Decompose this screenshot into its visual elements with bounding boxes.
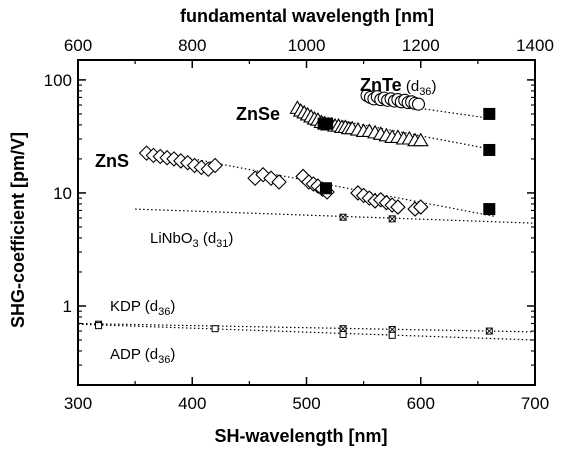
- series-label-name: ZnTe: [360, 75, 402, 95]
- znte-reference-point: [483, 107, 496, 120]
- znse-reference-point: [321, 117, 334, 130]
- y-tick-label: 100: [44, 71, 72, 90]
- adp-point: [339, 330, 347, 338]
- series-label-zns: ZnS: [95, 151, 129, 171]
- kdp-point: [485, 327, 493, 335]
- znse-reference-point: [483, 143, 496, 156]
- series-label-name: ZnS: [95, 151, 129, 171]
- series-label-kdp: KDP (d36): [110, 298, 175, 318]
- fit-line-adp: [77, 323, 536, 341]
- linbo3-point: [339, 213, 347, 221]
- znse-point: [412, 132, 429, 147]
- x-tick-label: 500: [292, 394, 320, 413]
- zns-point: [207, 157, 223, 174]
- series-label-close: ): [170, 298, 175, 315]
- x-tick-label: 300: [64, 394, 92, 413]
- axis-ticks: [77, 60, 536, 385]
- x-tick-label: 700: [521, 394, 549, 413]
- series-label-linbo3: LiNbO3 (d31): [150, 230, 233, 250]
- zns-reference-point: [483, 203, 496, 216]
- x-top-tick-label: 800: [178, 36, 206, 55]
- series-label-paren: (d: [145, 346, 158, 363]
- data-points: [95, 88, 496, 339]
- kdp-point: [339, 325, 347, 333]
- y-tick-label: 10: [53, 184, 72, 203]
- series-label-paren: (d: [145, 298, 158, 315]
- series-label-subscript: 36: [419, 86, 431, 98]
- kdp-point-cross: [388, 326, 396, 333]
- series-label-subscript: 36: [158, 354, 170, 366]
- x-top-tick-label: 1000: [288, 36, 326, 55]
- fit-line-linbo3: [135, 208, 536, 224]
- x-axis-label-top: fundamental wavelength [nm]: [180, 6, 434, 26]
- plot-border: [77, 59, 536, 386]
- tick-labels: 300 400 500 600 700 600 800 1000 1200 1400 1 10 100: [44, 36, 554, 413]
- adp-point: [388, 331, 396, 339]
- linbo3-point: [388, 215, 396, 223]
- adp-point: [95, 322, 103, 330]
- series-label-subscript: 31: [216, 238, 228, 250]
- series-label-name: LiNbO: [150, 230, 193, 247]
- linbo3-point-cross: [388, 215, 396, 223]
- series-label-name: KDP: [110, 298, 141, 315]
- zns-point: [412, 199, 429, 215]
- series-label-close: ): [431, 78, 436, 95]
- series-label-close: ): [228, 230, 233, 247]
- plot-frame: [77, 59, 536, 386]
- kdp-point-cross: [339, 325, 347, 332]
- series-label-adp: ADP (d36): [110, 346, 175, 366]
- znte-point: [411, 97, 426, 111]
- series-label-name: ADP: [110, 346, 141, 363]
- adp-point: [211, 325, 219, 333]
- series-label-subscript: 3: [193, 238, 199, 250]
- fit-line-kdp: [77, 322, 536, 333]
- zns-point: [390, 199, 406, 215]
- x-axis-label: SH-wavelength [nm]: [214, 426, 387, 446]
- linbo3-point-cross: [339, 213, 347, 221]
- series-label-paren: (d: [203, 230, 216, 247]
- series-label-close: ): [170, 346, 175, 363]
- x-tick-label: 600: [407, 394, 435, 413]
- series-label-name: ZnSe: [236, 104, 280, 124]
- zns-reference-point: [319, 182, 332, 195]
- zns-point: [271, 174, 287, 190]
- x-top-tick-label: 1200: [402, 36, 440, 55]
- series-label-znse: ZnSe: [236, 104, 280, 124]
- x-top-tick-label: 1400: [516, 36, 554, 55]
- y-tick-label: 1: [63, 297, 72, 316]
- series-label-subscript: 36: [158, 306, 170, 318]
- series-label-znte: ZnTe (d36): [360, 75, 436, 98]
- y-axis-label: SHG-coefficient [pm/V]: [8, 132, 28, 328]
- x-tick-label: 400: [178, 394, 206, 413]
- x-top-tick-label: 600: [64, 36, 92, 55]
- kdp-point: [388, 325, 396, 333]
- series-label-paren: (d: [406, 78, 419, 95]
- kdp-point-cross: [485, 327, 493, 335]
